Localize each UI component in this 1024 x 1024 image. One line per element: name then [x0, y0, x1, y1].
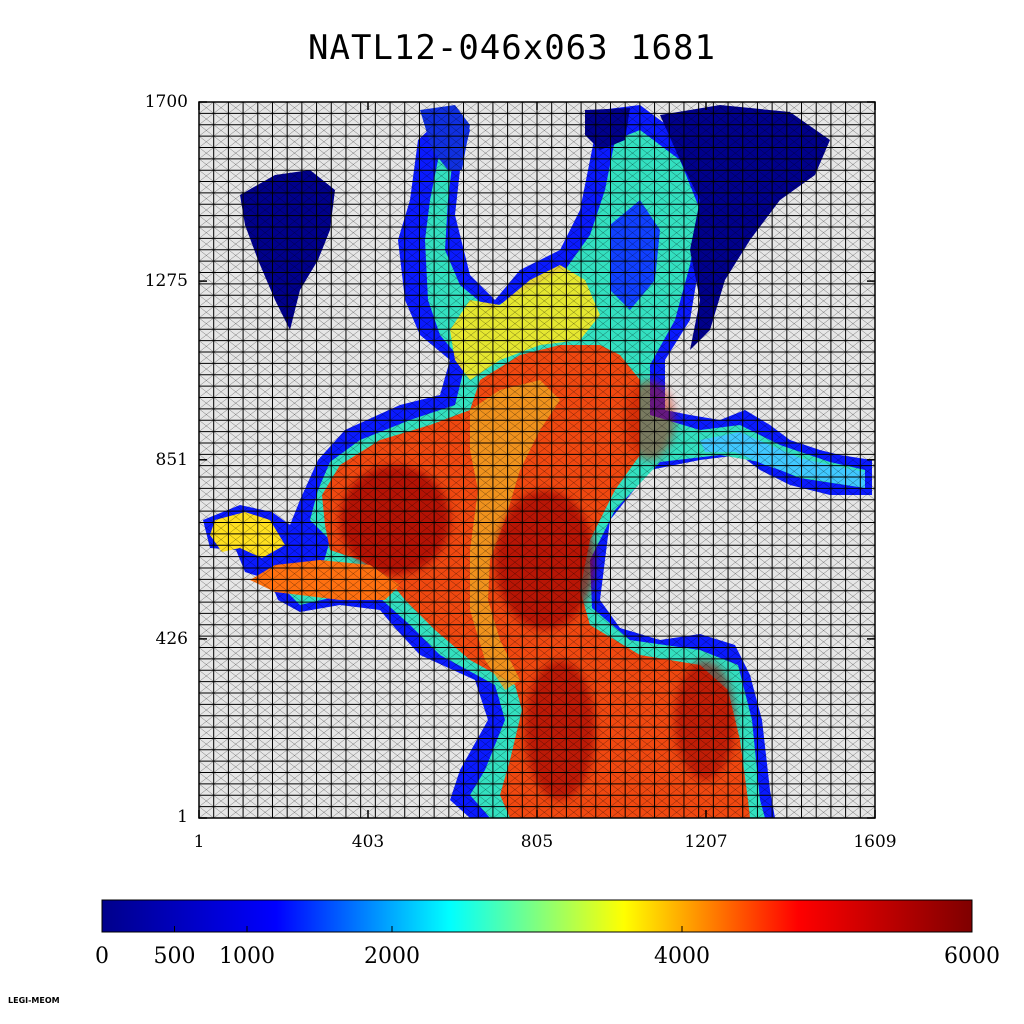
colorbar: [102, 900, 972, 932]
x-tick-label: 1609: [835, 832, 915, 852]
colorbar-tick-label: 6000: [932, 944, 1012, 969]
x-tick-label: 1207: [666, 832, 746, 852]
footer-credit: LEGI-MEOM: [8, 996, 60, 1005]
colorbar-tick-label: 1000: [207, 944, 287, 969]
y-tick-label: 426: [120, 629, 188, 649]
colorbar-tick-label: 4000: [642, 944, 722, 969]
colorbar-tick-label: 0: [62, 944, 142, 969]
colorbar-tick-label: 2000: [352, 944, 432, 969]
x-tick-label: 1: [159, 832, 239, 852]
x-tick-label: 403: [328, 832, 408, 852]
y-tick-label: 1700: [120, 92, 188, 112]
colorbar-tick-label: 500: [135, 944, 215, 969]
y-tick-label: 1: [120, 807, 188, 827]
x-tick-label: 805: [497, 832, 577, 852]
y-tick-label: 1275: [120, 271, 188, 291]
y-tick-label: 851: [120, 450, 188, 470]
